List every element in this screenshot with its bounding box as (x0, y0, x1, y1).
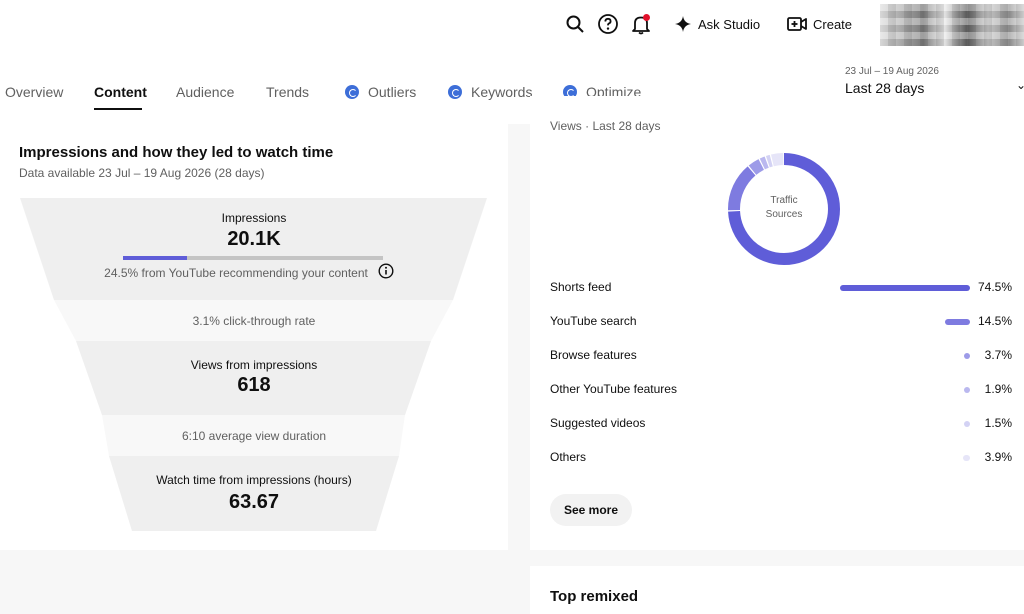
tab-outliers[interactable]: Outliers (345, 82, 416, 102)
create-label: Create (813, 16, 853, 32)
tab-label: Overview (5, 84, 64, 100)
recommend-note: 24.5% from YouTube recommending your con… (104, 266, 368, 280)
notifications-icon[interactable] (629, 12, 653, 36)
donut-slice (728, 153, 840, 265)
traffic-source-bar (963, 353, 970, 359)
watch-time-value: 63.67 (228, 491, 280, 513)
date-range-dates[interactable]: 23 Jul – 19 Aug 2026 (845, 66, 939, 77)
tab-label: Keywords (471, 84, 533, 100)
impressions-label: Impressions (221, 211, 287, 225)
donut-center-label: Traffic Sources (724, 194, 844, 222)
ask-studio-label: Ask Studio (698, 16, 761, 32)
traffic-source-row: YouTube search 14.5% (530, 312, 1024, 332)
traffic-source-row: Suggested videos 1.5% (530, 414, 1024, 434)
research-icon (448, 85, 462, 99)
donut-slice (728, 153, 840, 265)
avd-note: 6:10 average view duration (181, 429, 327, 443)
ask-studio-button[interactable]: Ask Studio (662, 8, 772, 40)
traffic-source-row: Browse features 3.7% (530, 346, 1024, 366)
tab-content[interactable]: Content (94, 82, 147, 102)
views-label: Views from impressions (190, 358, 318, 372)
traffic-source-percent: 3.9% (984, 450, 1012, 464)
search-icon[interactable] (563, 12, 587, 36)
card-subtitle: Data available 23 Jul – 19 Aug 2026 (28 … (19, 166, 265, 180)
traffic-source-bar (944, 319, 970, 325)
tab-label: Content (94, 84, 147, 100)
traffic-source-bar (964, 421, 970, 427)
date-range-label[interactable]: Last 28 days (845, 80, 925, 96)
traffic-source-bar (964, 387, 970, 393)
top-remixed-card: Top remixed (530, 566, 1024, 614)
views-value: 618 (237, 374, 271, 396)
account-avatar[interactable] (880, 4, 1024, 46)
tab-keywords[interactable]: Keywords (448, 82, 532, 102)
help-icon[interactable] (596, 12, 620, 36)
watch-time-label: Watch time from impressions (hours) (156, 473, 352, 487)
impressions-value: 20.1K (227, 228, 281, 250)
traffic-source-name: Browse features (550, 348, 637, 362)
traffic-source-row: Other YouTube features 1.9% (530, 380, 1024, 400)
tab-label: Outliers (368, 84, 417, 100)
create-video-icon (787, 17, 807, 31)
impressions-progress-fill (123, 256, 187, 260)
traffic-source-percent: 14.5% (977, 314, 1012, 328)
tab-trends[interactable]: Trends (266, 82, 309, 102)
tab-overview[interactable]: Overview (5, 82, 63, 102)
donut-label-line1: Traffic (770, 195, 798, 206)
traffic-source-percent: 74.5% (977, 280, 1012, 294)
traffic-donut-chart (728, 153, 840, 265)
impressions-progress-bar (123, 256, 383, 260)
traffic-source-percent: 1.9% (984, 382, 1012, 396)
traffic-source-row: Shorts feed 74.5% (530, 278, 1024, 298)
traffic-source-name: Suggested videos (550, 416, 646, 430)
chevron-down-icon[interactable]: ⌄ (1016, 78, 1024, 92)
traffic-sources-card: Views · Last 28 days Traffic Sources Sho… (530, 96, 1024, 550)
traffic-source-bar (963, 455, 970, 461)
top-remixed-title: Top remixed (550, 588, 639, 605)
traffic-source-name: Other YouTube features (550, 382, 677, 396)
create-button[interactable]: Create (775, 8, 864, 40)
tab-bar: Overview Content Audience Trends Outlier… (0, 60, 1024, 124)
funnel-shape (20, 198, 487, 531)
sparkle-icon (675, 16, 691, 32)
traffic-source-bar (840, 285, 970, 291)
donut-label-line2: Sources (765, 209, 803, 220)
traffic-source-name: YouTube search (550, 314, 637, 328)
tab-audience[interactable]: Audience (176, 82, 234, 102)
card-title: Impressions and how they led to watch ti… (19, 144, 334, 161)
traffic-source-name: Shorts feed (550, 280, 612, 294)
see-more-button[interactable]: See more (550, 494, 633, 526)
info-icon[interactable] (378, 263, 394, 279)
tab-label: Trends (266, 84, 310, 100)
tab-label: Audience (176, 84, 235, 100)
ctr-note: 3.1% click-through rate (192, 314, 316, 328)
research-icon (345, 85, 359, 99)
traffic-subtitle: Views · Last 28 days (550, 119, 661, 133)
top-header: Ask Studio Create (0, 0, 1024, 60)
traffic-source-percent: 1.5% (984, 416, 1012, 430)
traffic-source-name: Others (550, 450, 587, 464)
traffic-source-row: Others 3.9% (530, 448, 1024, 468)
traffic-source-percent: 3.7% (984, 348, 1012, 362)
active-tab-indicator (94, 108, 142, 110)
impressions-funnel-card: Impressions and how they led to watch ti… (0, 124, 508, 550)
